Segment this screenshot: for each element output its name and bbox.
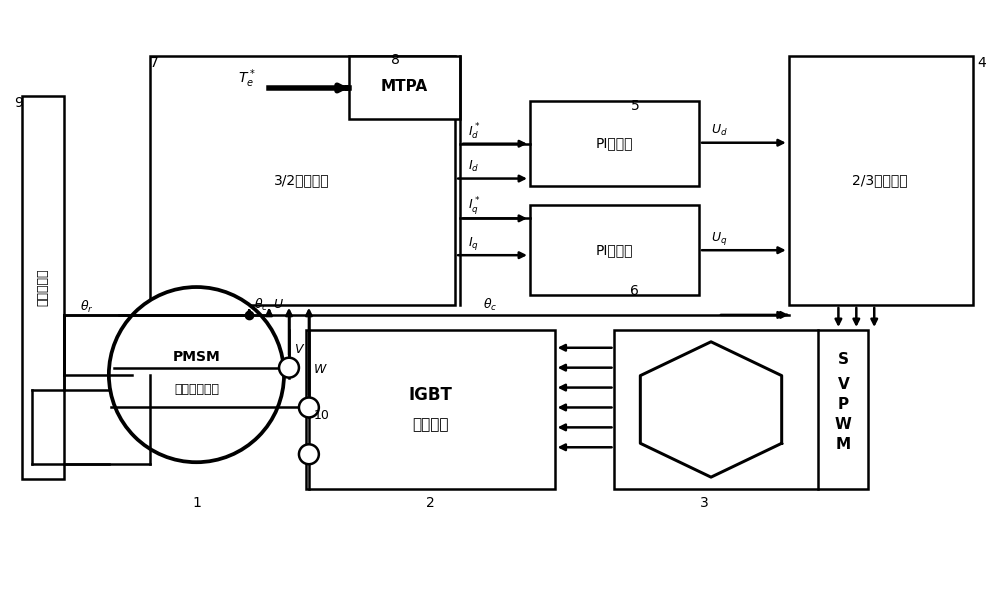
Bar xyxy=(349,56,460,119)
Text: V: V xyxy=(294,343,302,356)
Text: PI控制器: PI控制器 xyxy=(596,243,633,257)
Text: 1: 1 xyxy=(192,496,201,510)
Text: P: P xyxy=(838,397,849,412)
Text: W: W xyxy=(314,363,326,376)
Bar xyxy=(22,96,64,479)
Text: 7: 7 xyxy=(150,56,158,70)
Bar xyxy=(150,56,455,305)
Text: 永磁同步电机: 永磁同步电机 xyxy=(174,383,219,396)
Text: MTPA: MTPA xyxy=(381,79,428,95)
Bar xyxy=(789,56,973,305)
Text: 2/3坐标变换: 2/3坐标变换 xyxy=(852,173,908,188)
Text: PMSM: PMSM xyxy=(173,350,220,363)
Text: 位置传感器: 位置传感器 xyxy=(37,268,50,306)
Text: V: V xyxy=(838,377,849,392)
Text: $T_e^*$: $T_e^*$ xyxy=(238,67,256,91)
Text: $\theta_r$: $\theta_r$ xyxy=(80,299,94,315)
Text: $I_q$: $I_q$ xyxy=(468,235,479,252)
Text: 功率模块: 功率模块 xyxy=(412,417,449,432)
Text: $\theta_c$: $\theta_c$ xyxy=(483,297,497,313)
Text: 4: 4 xyxy=(978,56,986,70)
Text: W: W xyxy=(835,417,852,432)
Text: M: M xyxy=(836,437,851,452)
Text: U: U xyxy=(273,298,282,311)
Text: 8: 8 xyxy=(391,53,400,67)
Text: $I_d$: $I_d$ xyxy=(468,159,479,174)
Text: $\theta_c$: $\theta_c$ xyxy=(254,297,268,313)
Circle shape xyxy=(109,287,284,462)
Text: $U_d$: $U_d$ xyxy=(711,123,728,139)
Text: 6: 6 xyxy=(630,284,639,298)
Text: S: S xyxy=(838,352,849,367)
Circle shape xyxy=(279,358,299,378)
Text: $I_q^*$: $I_q^*$ xyxy=(468,195,481,217)
Text: IGBT: IGBT xyxy=(408,385,452,404)
Bar xyxy=(306,330,555,489)
Text: PI控制器: PI控制器 xyxy=(596,136,633,150)
Bar xyxy=(530,205,699,295)
Bar xyxy=(530,101,699,185)
Text: 3: 3 xyxy=(700,496,708,510)
Circle shape xyxy=(299,397,319,417)
Bar xyxy=(614,330,868,489)
Text: 2: 2 xyxy=(426,496,435,510)
Text: 9: 9 xyxy=(14,96,23,110)
Text: 3/2坐标变换: 3/2坐标变换 xyxy=(274,173,330,188)
Text: $I_d^*$: $I_d^*$ xyxy=(468,121,481,142)
Text: 5: 5 xyxy=(631,99,639,113)
Text: 10: 10 xyxy=(314,409,330,422)
Text: $U_q$: $U_q$ xyxy=(711,230,727,247)
Circle shape xyxy=(299,445,319,464)
